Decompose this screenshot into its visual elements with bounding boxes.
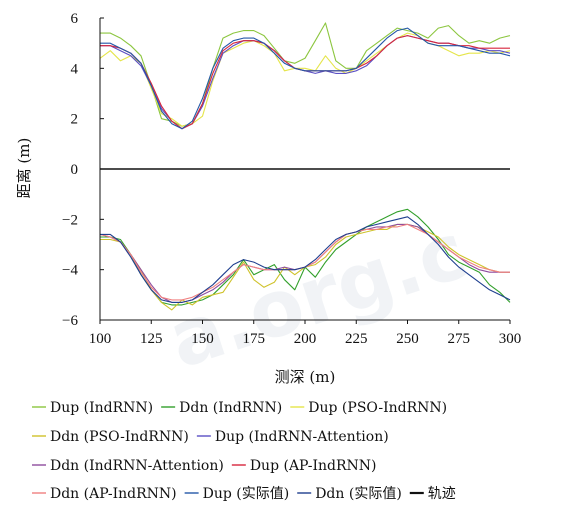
x-tick-label: 100 — [89, 331, 112, 347]
legend-label: Dup (PSO-IndRNN) — [308, 400, 447, 416]
legend-label: Ddn (PSO-IndRNN) — [50, 429, 189, 445]
series-line-dup-pso-indrnn — [99, 32, 511, 127]
x-tick-label: 200 — [294, 331, 317, 347]
legend-label: Dup (实际值) — [203, 486, 290, 502]
y-axis-title: 距离 (m) — [15, 138, 33, 199]
x-tick-label: 225 — [345, 331, 368, 347]
y-axis-ticks: 6 4 2 0 −2 −4 −6 — [62, 11, 104, 329]
x-axis-title: 测深 (m) — [275, 368, 336, 386]
x-tick-label: 175 — [243, 331, 266, 347]
plot-area — [99, 22, 511, 311]
legend-label: Ddn (IndRNN-Attention) — [50, 458, 224, 474]
x-tick-label: 125 — [140, 331, 163, 347]
x-axis-ticks: 100 125 150 175 200 225 250 275 300 — [89, 320, 522, 347]
y-tick-label: 0 — [71, 162, 79, 178]
legend: Dup (IndRNN) Ddn (IndRNN) Dup (PSO-IndRNN)… — [32, 400, 456, 502]
legend-label: Ddn (IndRNN) — [179, 400, 282, 416]
series-line-dup-ap-indrnn — [100, 35, 510, 130]
y-tick-label: 2 — [71, 112, 79, 128]
legend-label: Dup (IndRNN-Attention) — [215, 429, 389, 445]
series-line-ddn — [100, 216, 511, 303]
x-tick-label: 300 — [499, 331, 522, 347]
x-tick-label: 150 — [191, 331, 214, 347]
legend-label: Ddn (实际值) — [315, 486, 402, 502]
series-line-dup-indrnn-attention — [100, 35, 511, 130]
y-tick-label: −2 — [62, 212, 78, 228]
legend-label: Dup (IndRNN) — [50, 400, 153, 416]
y-tick-label: −4 — [62, 263, 78, 279]
series-line-dup — [100, 27, 511, 130]
legend-label: Ddn (AP-IndRNN) — [50, 486, 177, 502]
y-tick-label: −6 — [62, 313, 78, 329]
legend-label: Dup (AP-IndRNN) — [250, 458, 377, 474]
y-tick-label: 6 — [71, 11, 79, 27]
x-tick-label: 275 — [448, 331, 471, 347]
y-tick-label: 4 — [71, 61, 79, 77]
x-tick-label: 250 — [396, 331, 419, 347]
legend-label: 轨迹 — [428, 486, 456, 502]
